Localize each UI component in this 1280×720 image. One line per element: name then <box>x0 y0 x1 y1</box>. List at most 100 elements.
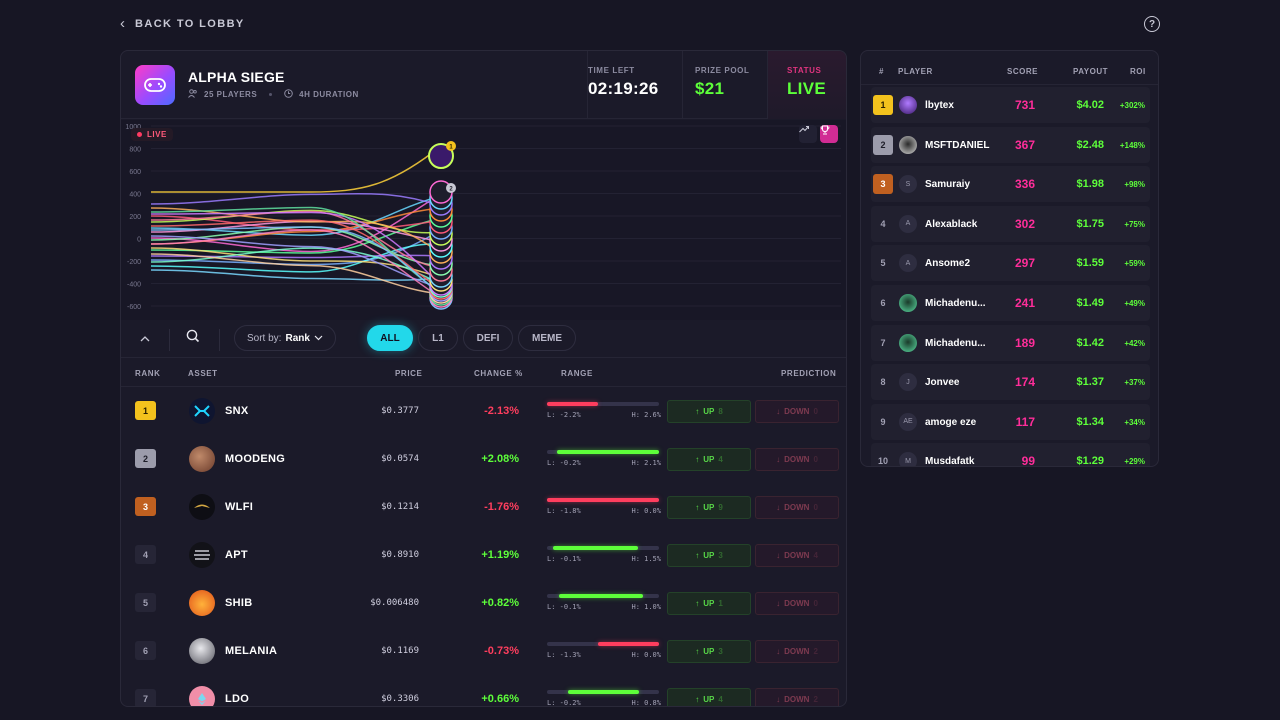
table-row[interactable]: 3 WLFI $0.1214 -1.76% L: -1.8% H: 0.0% ↑… <box>121 484 846 532</box>
meta-separator <box>269 93 273 96</box>
rank-badge: 6 <box>135 641 156 660</box>
tab-all[interactable]: ALL <box>367 325 413 351</box>
range-low: L: -1.3% <box>547 651 581 659</box>
trophy-icon[interactable] <box>820 125 838 143</box>
divider <box>169 329 170 351</box>
help-icon[interactable]: ? <box>1144 16 1160 32</box>
predict-down-button[interactable]: ↓ DOWN 2 <box>755 688 839 706</box>
rank-badge: 7 <box>135 689 156 706</box>
predict-down-button[interactable]: ↓ DOWN 0 <box>755 448 839 471</box>
leaderboard-row[interactable]: 7 Michadenu... 189 $1.42 +42% <box>871 324 1150 361</box>
arrow-down-icon: ↓ <box>776 455 781 464</box>
leaderboard-row[interactable]: 4 A Alexablack 302 $1.75 +75% <box>871 205 1150 242</box>
table-row[interactable]: 5 SHIB $0.006480 +0.82% L: -0.1% H: 1.0%… <box>121 580 846 628</box>
back-to-lobby-button[interactable]: ‹ BACK TO LOBBY <box>120 14 245 34</box>
predict-up-label: UP <box>703 599 715 608</box>
predict-down-button[interactable]: ↓ DOWN 2 <box>755 640 839 663</box>
race-chart: 1000 800 600 400 200 0 -200 -400 -600 1 2 LIVE <box>121 120 846 320</box>
gamepad-icon <box>135 65 175 105</box>
asset-name: SNX <box>225 405 249 417</box>
range-high: H: 0.0% <box>631 507 661 515</box>
y-tick-label: 0 <box>137 237 141 244</box>
tab-l1[interactable]: L1 <box>418 325 458 351</box>
arrow-down-icon: ↓ <box>776 599 781 608</box>
asset-change: +1.19% <box>481 549 519 561</box>
tab-defi[interactable]: DEFI <box>463 325 513 351</box>
lb-rank: 1 <box>873 95 893 115</box>
leaderboard-row[interactable]: 8 J Jonvee 174 $1.37 +37% <box>871 364 1150 401</box>
asset-price: $0.3777 <box>381 406 419 416</box>
leaderboard-row[interactable]: 10 M Musdafatk 99 $1.29 +29% <box>871 443 1150 467</box>
player-name: Michadenu... <box>925 298 986 309</box>
predict-up-button[interactable]: ↑ UP 3 <box>667 544 751 567</box>
range-high: H: 2.1% <box>631 459 661 467</box>
predict-down-button[interactable]: ↓ DOWN 4 <box>755 544 839 567</box>
range-high: H: 1.5% <box>631 555 661 563</box>
predict-up-count: 8 <box>718 407 723 416</box>
y-tick-label: 1000 <box>125 124 141 131</box>
table-row[interactable]: 6 MELANIA $0.1169 -0.73% L: -1.3% H: 0.0… <box>121 628 846 676</box>
player-roi: +34% <box>1124 417 1145 427</box>
player-line <box>150 253 442 295</box>
predict-up-button[interactable]: ↑ UP 4 <box>667 688 751 706</box>
table-row[interactable]: 7 LDO $0.3306 +0.66% L: -0.2% H: 0.8% ↑ U… <box>121 676 846 706</box>
lb-rank: 5 <box>880 258 886 269</box>
rank-2-badge <box>446 183 456 193</box>
player-name: Ansome2 <box>925 258 971 270</box>
search-icon[interactable] <box>185 328 205 348</box>
chevron-up-icon[interactable] <box>135 329 155 349</box>
predict-down-label: DOWN <box>784 503 810 512</box>
race-chart-svg: 1000 800 600 400 200 0 -200 -400 -600 1 2 <box>125 124 841 311</box>
asset-price: $0.3306 <box>381 694 419 704</box>
player-roi: +29% <box>1124 457 1145 467</box>
leaderboard-row[interactable]: 5 A Ansome2 297 $1.59 +59% <box>871 245 1150 282</box>
asset-name: APT <box>225 549 248 561</box>
arrow-up-icon: ↑ <box>695 599 700 608</box>
leader-marker[interactable] <box>428 143 454 169</box>
predict-down-button[interactable]: ↓ DOWN 0 <box>755 400 839 423</box>
player-payout: $1.59 <box>1076 257 1104 270</box>
predict-down-button[interactable]: ↓ DOWN 0 <box>755 496 839 519</box>
range-track <box>547 402 659 406</box>
lb-rank: 10 <box>877 456 888 467</box>
col-change: CHANGE % <box>474 369 523 378</box>
asset-name: SHIB <box>225 597 253 609</box>
range-fill <box>547 402 598 406</box>
predict-up-button[interactable]: ↑ UP 9 <box>667 496 751 519</box>
predict-up-button[interactable]: ↑ UP 3 <box>667 640 751 663</box>
predict-up-button[interactable]: ↑ UP 1 <box>667 592 751 615</box>
trend-icon[interactable] <box>799 125 817 143</box>
divider <box>219 329 220 351</box>
leaderboard-row[interactable]: 1 lbytex 731 $4.02 +302% <box>871 87 1150 123</box>
sort-select[interactable]: Sort by: Rank <box>234 325 336 351</box>
predict-down-button[interactable]: ↓ DOWN 0 <box>755 592 839 615</box>
players-icon <box>188 89 198 100</box>
leaderboard-row[interactable]: 3 S Samuraiy 336 $1.98 +98% <box>871 166 1150 203</box>
col-price: PRICE <box>395 369 423 378</box>
avatar: A <box>899 214 917 233</box>
live-indicator: LIVE <box>131 128 173 141</box>
leaderboard-row[interactable]: 9 AE amoge eze 117 $1.34 +34% <box>871 403 1150 440</box>
tab-meme[interactable]: MEME <box>518 325 576 351</box>
chevron-down-icon <box>314 333 323 344</box>
table-row[interactable]: 2 MOODENG $0.0574 +2.08% L: -0.2% H: 2.1… <box>121 436 846 484</box>
rank-badge: 4 <box>135 545 156 564</box>
predict-up-count: 3 <box>718 647 723 656</box>
table-row[interactable]: 1 SNX $0.3777 -2.13% L: -2.2% H: 2.6% ↑ U… <box>121 388 846 436</box>
avatar: A <box>899 254 917 273</box>
predict-down-label: DOWN <box>784 407 810 416</box>
table-row[interactable]: 4 APT $0.8910 +1.19% L: -0.1% H: 1.5% ↑ U… <box>121 532 846 580</box>
player-payout: $4.02 <box>1076 99 1104 111</box>
arrow-up-icon: ↑ <box>695 695 700 704</box>
leaderboard-row[interactable]: 6 Michadenu... 241 $1.49 +49% <box>871 285 1150 321</box>
predict-up-button[interactable]: ↑ UP 8 <box>667 400 751 423</box>
range-low: L: -0.2% <box>547 459 581 467</box>
rank-badge: 3 <box>135 497 156 516</box>
prize-pool-value: $21 <box>695 79 725 98</box>
range-low: L: -1.8% <box>547 507 581 515</box>
leaderboard-row[interactable]: 2 MSFTDANIEL 367 $2.48 +148% <box>871 126 1150 163</box>
rank-2-badge-label: 2 <box>449 187 453 193</box>
predict-up-button[interactable]: ↑ UP 4 <box>667 448 751 471</box>
arrow-up-icon: ↑ <box>695 551 700 560</box>
moodeng-logo-icon <box>189 446 215 472</box>
